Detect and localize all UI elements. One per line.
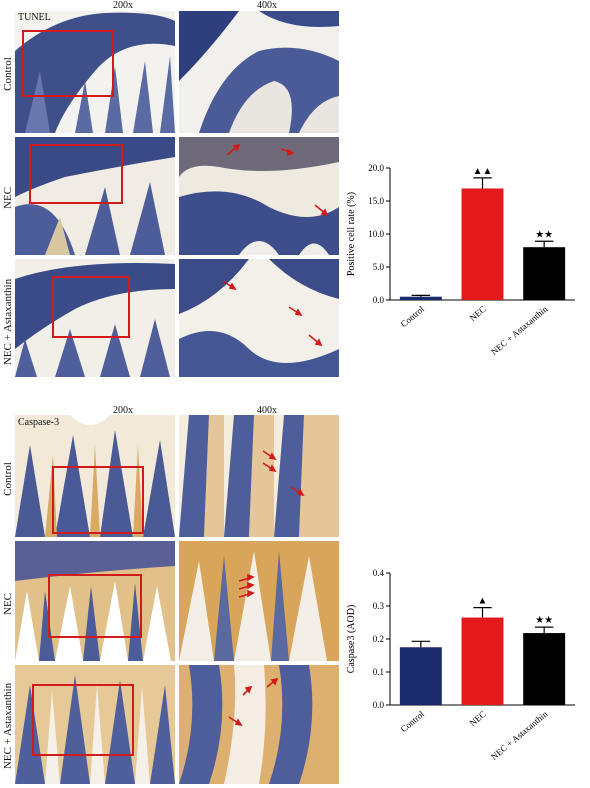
micrograph-caspase-nec-astaxanthin-200x xyxy=(14,664,176,785)
x-tick-label: NEC xyxy=(468,709,488,728)
x-tick-label: NEC xyxy=(468,304,488,323)
micrograph-tunel-control-400x xyxy=(178,10,340,134)
x-tick-label: Control xyxy=(399,709,427,735)
stain-label-tunel: TUNEL xyxy=(18,12,51,23)
y-tick-label: 0.1 xyxy=(373,667,384,677)
row-label-control: Control xyxy=(2,57,14,91)
x-tick-label: NEC + Astaxanthin xyxy=(489,709,550,762)
y-tick-label: 0.0 xyxy=(373,295,385,305)
significance-mark: ▲ xyxy=(478,596,488,607)
y-tick-label: 10.0 xyxy=(368,229,384,239)
row-label-control-caspase: Control xyxy=(2,462,14,496)
row-label-nec-astaxanthin: NEC + Astaxanthin xyxy=(2,278,14,366)
bar-nec xyxy=(461,188,504,300)
y-tick-label: 0.3 xyxy=(373,601,385,611)
mag-label-200x: 200x xyxy=(113,0,133,11)
bar-control xyxy=(399,296,442,300)
bar-nec-astaxanthin xyxy=(523,633,566,705)
micrograph-caspase-control-400x xyxy=(178,414,340,538)
micrograph-caspase-nec-astaxanthin-400x xyxy=(178,664,340,785)
stain-label-caspase: Caspase-3 xyxy=(18,417,60,428)
significance-mark: ★★ xyxy=(535,615,553,626)
micrograph-tunel-nec-400x xyxy=(178,136,340,256)
chart-caspase-svg: Caspase3 (AOD) 0.0 0.1 0.2 0.3 0.4 Control ▲ NE… xyxy=(346,568,575,762)
chart-tunel-svg: Positive cell rate (%) 0.0 5.0 10.0 15.0 20.… xyxy=(346,163,575,357)
bar-control xyxy=(399,647,442,705)
row-label-nec-caspase: NEC xyxy=(2,593,14,615)
y-tick-label: 0.2 xyxy=(373,634,384,644)
row-label-nec: NEC xyxy=(2,187,14,209)
chart-caspase3-aod: Caspase3 (AOD) 0.0 0.1 0.2 0.3 0.4 Control ▲ NE… xyxy=(340,555,590,783)
y-tick-label: 0.4 xyxy=(373,568,385,578)
x-tick-label: NEC + Astaxanthin xyxy=(489,304,550,357)
micrograph-tunel-nec-astaxanthin-200x xyxy=(14,258,176,378)
mag-label-200x-caspase: 200x xyxy=(113,405,133,416)
bar-nec xyxy=(461,617,504,705)
bar-nec-astaxanthin xyxy=(523,247,566,300)
chart-ylabel: Positive cell rate (%) xyxy=(346,192,357,276)
y-tick-label: 20.0 xyxy=(368,163,384,173)
micrograph-caspase-nec-200x xyxy=(14,540,176,662)
y-tick-label: 15.0 xyxy=(368,196,384,206)
y-tick-label: 5.0 xyxy=(373,262,385,272)
significance-mark: ▲▲ xyxy=(473,166,493,177)
chart-ylabel: Caspase3 (AOD) xyxy=(346,605,357,674)
micrograph-tunel-control-200x xyxy=(14,10,176,134)
significance-mark: ★★ xyxy=(535,229,553,240)
micrograph-tunel-nec-astaxanthin-400x xyxy=(178,258,340,378)
row-label-nec-astaxanthin-caspase: NEC + Astaxanthin xyxy=(2,682,14,770)
mag-label-400x-caspase: 400x xyxy=(257,405,277,416)
chart-tunel-positive-rate: Positive cell rate (%) 0.0 5.0 10.0 15.0 20.… xyxy=(340,150,590,390)
x-tick-label: Control xyxy=(399,304,427,330)
micrograph-tunel-nec-200x xyxy=(14,136,176,256)
micrograph-caspase-control-200x xyxy=(14,414,176,538)
mag-label-400x: 400x xyxy=(257,0,277,11)
micrograph-caspase-nec-400x xyxy=(178,540,340,662)
y-tick-label: 0.0 xyxy=(373,700,385,710)
